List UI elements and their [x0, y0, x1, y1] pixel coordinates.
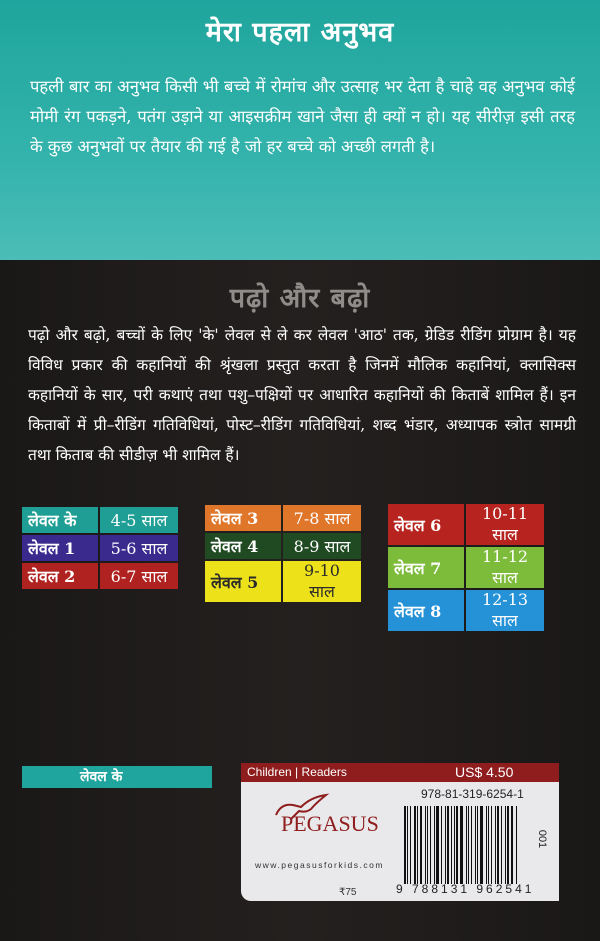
pegasus-logo-icon	[275, 793, 330, 820]
barcode-bar	[485, 806, 487, 884]
barcode-bar	[456, 806, 459, 884]
level-name: लेवल 4	[205, 533, 281, 559]
top-teal-panel	[0, 0, 600, 260]
barcode-bar	[460, 806, 463, 884]
level-name: लेवल 5	[205, 561, 281, 602]
series-intro-paragraph: पहली बार का अनुभव किसी भी बच्चे में रोमा…	[30, 77, 575, 156]
level-age: 5-6 साल	[100, 535, 178, 561]
level-age: 10-11 साल	[466, 504, 544, 545]
level-row: लेवल 8 12-13 साल	[388, 590, 544, 631]
program-title: पढ़ो और बढ़ो	[229, 283, 371, 314]
level-row: लेवल 3 7-8 साल	[205, 505, 361, 531]
barcode-bar	[420, 806, 422, 884]
level-row: लेवल 2 6-7 साल	[22, 563, 178, 589]
program-paragraph: पढ़ो और बढ़ो, बच्चों के लिए 'के' लेवल से…	[28, 326, 576, 464]
barcode-bar	[497, 806, 500, 884]
code: 001	[536, 829, 549, 849]
barcode-bar	[511, 806, 514, 884]
level-age: 8-9 साल	[283, 533, 361, 559]
level-table-2: लेवल 3 7-8 साल लेवल 4 8-9 साल लेवल 5 9-10 स…	[203, 503, 363, 604]
barcode-bar	[454, 806, 456, 884]
level-age: 7-8 साल	[283, 505, 361, 531]
usd-price: US$ 4.50	[455, 764, 514, 780]
level-row: लेवल 7 11-12 साल	[388, 547, 544, 588]
barcode-bar	[504, 806, 506, 884]
barcode-bar	[480, 806, 483, 884]
level-row: लेवल 1 5-6 साल	[22, 535, 178, 561]
barcode-bar	[516, 806, 518, 884]
label-header: Children | Readers US$ 4.50	[241, 763, 559, 782]
inr-price: ₹75	[339, 887, 357, 898]
level-row: लेवल 6 10-11 साल	[388, 504, 544, 545]
price-label: Children | Readers US$ 4.50 PEGASUS www.…	[241, 763, 559, 901]
level-name: लेवल 8	[388, 590, 464, 631]
barcode-bar	[436, 806, 439, 884]
level-name: लेवल 6	[388, 504, 464, 545]
barcode-bar	[434, 806, 436, 884]
level-age: 9-10 साल	[283, 561, 361, 602]
level-row: लेवल 4 8-9 साल	[205, 533, 361, 559]
barcode-bar	[475, 806, 477, 884]
series-intro-title: मेरा पहला अनुभव	[205, 17, 395, 48]
barcode-bar	[450, 806, 452, 884]
barcode-digits: 9 788131 962541	[396, 882, 535, 896]
barcode-bar	[413, 806, 417, 884]
level-age: 6-7 साल	[100, 563, 178, 589]
level-row: लेवल के 4-5 साल	[22, 507, 178, 533]
level-row: लेवल 5 9-10 साल	[205, 561, 361, 602]
barcode-bar	[487, 806, 490, 884]
barcode-bar	[446, 806, 449, 884]
barcode-bar	[441, 806, 442, 884]
barcode-bar	[429, 806, 432, 884]
website: www.pegasusforkids.com	[255, 860, 384, 870]
barcode-bar	[409, 806, 411, 884]
publisher-logo: PEGASUS	[281, 811, 379, 836]
level-name: लेवल 3	[205, 505, 281, 531]
barcode-bar	[477, 806, 479, 884]
barcode-bar	[465, 806, 467, 884]
level-name: लेवल 1	[22, 535, 98, 561]
barcode-bar	[444, 806, 446, 884]
barcode	[404, 806, 518, 884]
level-name: लेवल 2	[22, 563, 98, 589]
level-age: 12-13 साल	[466, 590, 544, 631]
barcode-bar	[467, 806, 469, 884]
level-age: 11-12 साल	[466, 547, 544, 588]
level-age: 4-5 साल	[100, 507, 178, 533]
barcode-bar	[406, 806, 408, 884]
barcode-bar	[501, 806, 502, 884]
category: Children | Readers	[247, 765, 347, 779]
barcode-bar	[417, 806, 419, 884]
barcode-bar	[506, 806, 510, 884]
level-name: लेवल के	[22, 507, 98, 533]
level-table-1: लेवल के 4-5 साल लेवल 1 5-6 साल लेवल 2 6-7 स…	[20, 505, 180, 591]
barcode-bar	[491, 806, 493, 884]
barcode-bar	[426, 806, 428, 884]
barcode-bar	[404, 806, 406, 884]
barcode-bar	[424, 806, 426, 884]
level-name: लेवल 7	[388, 547, 464, 588]
level-table-3: लेवल 6 10-11 साल लेवल 7 11-12 साल लेवल 8 12…	[386, 502, 546, 633]
barcode-bar	[495, 806, 497, 884]
level-tag: लेवल के	[22, 766, 212, 788]
barcode-bar	[470, 806, 473, 884]
isbn: 978-81-319-6254-1	[421, 787, 524, 801]
